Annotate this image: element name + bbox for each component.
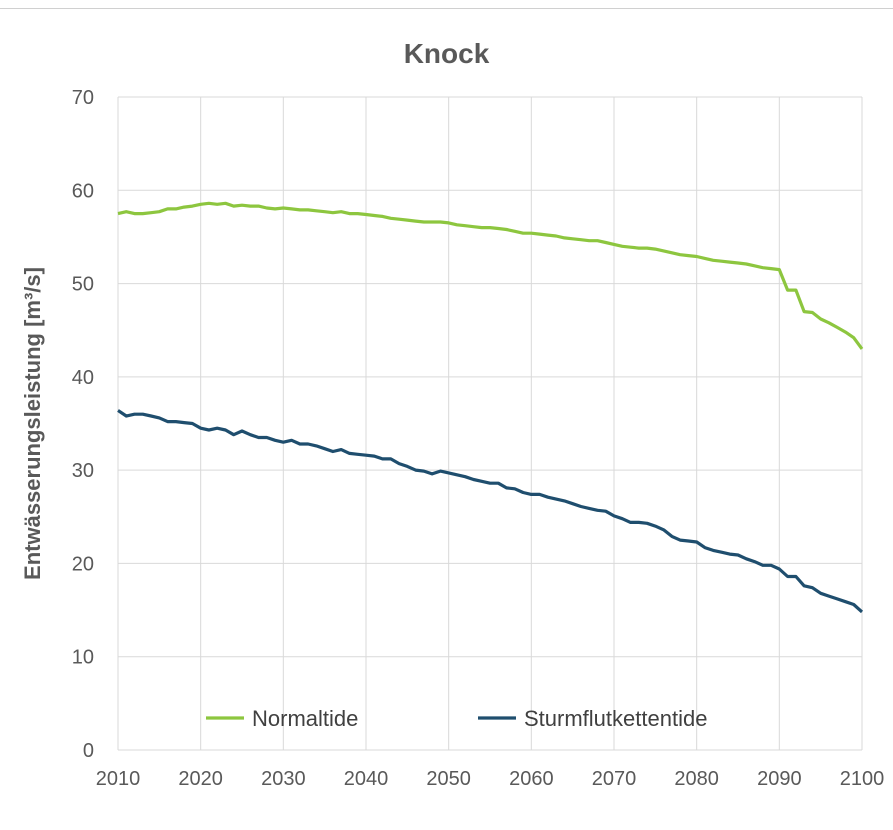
y-tick-label: 10 bbox=[72, 647, 94, 669]
x-tick-label: 2090 bbox=[757, 768, 802, 790]
y-tick-label: 30 bbox=[72, 460, 94, 482]
legend-label: Sturmflutkettentide bbox=[524, 706, 707, 731]
x-tick-label: 2010 bbox=[96, 768, 141, 790]
x-tick-label: 2080 bbox=[674, 768, 719, 790]
y-tick-label: 40 bbox=[72, 367, 94, 389]
y-tick-label: 70 bbox=[72, 87, 94, 109]
x-tick-label: 2030 bbox=[261, 768, 306, 790]
y-tick-label: 50 bbox=[72, 274, 94, 296]
legend-label: Normaltide bbox=[252, 706, 358, 731]
x-tick-label: 2050 bbox=[426, 768, 471, 790]
x-tick-label: 2070 bbox=[592, 768, 637, 790]
x-tick-label: 2020 bbox=[178, 768, 223, 790]
series-line bbox=[117, 409, 864, 614]
y-tick-label: 20 bbox=[72, 553, 94, 575]
chart-title: Knock bbox=[403, 38, 490, 69]
y-axis-label: Entwässerungsleistung [m³/s] bbox=[20, 267, 45, 580]
x-tick-label: 2040 bbox=[344, 768, 389, 790]
series-line bbox=[117, 201, 864, 350]
y-tick-label: 0 bbox=[83, 740, 94, 762]
x-tick-label: 2100 bbox=[840, 768, 885, 790]
x-tick-label: 2060 bbox=[509, 768, 554, 790]
top-border bbox=[0, 8, 893, 9]
y-tick-label: 60 bbox=[72, 180, 94, 202]
